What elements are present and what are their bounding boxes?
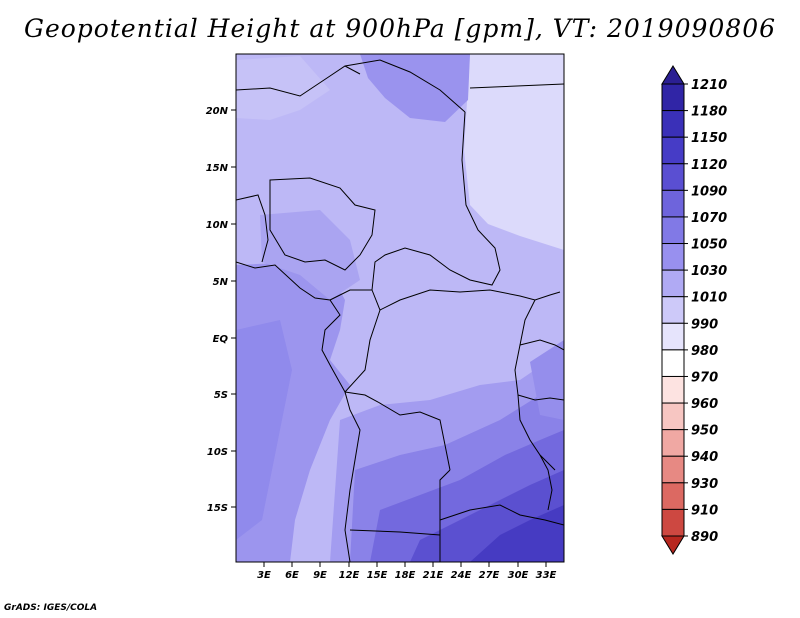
lon-label-9e: 9E — [313, 570, 327, 581]
lat-label-15n: 15N — [206, 163, 229, 174]
colorbar-label: 1030 — [691, 264, 727, 279]
colorbar-segment — [661, 110, 685, 138]
colorbar-segment — [661, 322, 685, 351]
colorbar-segment — [661, 429, 685, 457]
colorbar-ticks — [684, 83, 688, 537]
border-nigeria — [269, 177, 376, 271]
lon-label-15e: 15E — [367, 570, 388, 581]
border-malawi — [539, 454, 553, 511]
colorbar-label: 1210 — [691, 78, 727, 93]
height-field — [236, 54, 564, 562]
colorbar-segment — [661, 216, 685, 245]
colorbar-top-arrow — [661, 65, 685, 85]
coastline-west — [236, 261, 361, 562]
lat-label-10s: 10S — [207, 447, 228, 458]
field-1050-nigeria — [260, 210, 360, 300]
colorbar-label: 940 — [691, 450, 718, 465]
colorbar-label: 1070 — [691, 211, 727, 226]
colorbar-bottom-arrow — [661, 535, 685, 555]
lon-label-12e: 12E — [339, 570, 360, 581]
colorbar-segment — [661, 163, 685, 191]
border-zambia-zimbabwe — [439, 504, 564, 526]
border-sahara-west — [236, 65, 361, 97]
lat-label-5n: 5N — [213, 277, 229, 288]
field-light-northwest — [236, 56, 330, 120]
border-congo — [344, 309, 381, 393]
border-uganda — [519, 339, 564, 351]
colorbar-segment — [661, 455, 685, 484]
border-car-drc — [371, 289, 561, 311]
colorbar-segment — [661, 482, 685, 510]
lat-axis: 20N 15N 10N 5N EQ 5S 10S 15S — [206, 106, 236, 514]
lon-label-27e: 27E — [479, 570, 500, 581]
colorbar-segments — [661, 83, 685, 537]
lon-label-30e: 30E — [508, 570, 529, 581]
border-egypt-sudan — [469, 83, 564, 89]
colorbar-label: 970 — [691, 370, 718, 385]
border-angola-zambia — [439, 469, 451, 562]
colorbar-label: 1120 — [691, 158, 727, 173]
colorbar-label: 960 — [691, 397, 718, 412]
colorbar-label: 890 — [691, 530, 718, 545]
field-1010-northeast — [464, 54, 564, 250]
lat-label-eq: EQ — [213, 334, 229, 345]
colorbar-label: 1050 — [691, 238, 727, 253]
border-west-africa — [236, 194, 269, 263]
colorbar-label: 930 — [691, 477, 718, 492]
border-namibia — [349, 529, 441, 536]
colorbar-segment — [661, 243, 685, 271]
lon-label-3e: 3E — [257, 570, 271, 581]
colorbar-segment — [661, 296, 685, 324]
colorbar-segment — [661, 269, 685, 298]
colorbar-label: 1090 — [691, 184, 727, 199]
border-niger-chad — [344, 59, 466, 113]
lon-label-6e: 6E — [285, 570, 299, 581]
lon-label-24e: 24E — [451, 570, 472, 581]
colorbar-label: 1150 — [691, 131, 727, 146]
lat-label-10n: 10N — [206, 220, 229, 231]
field-1070-atlantic — [236, 320, 292, 540]
colorbar-label: 1010 — [691, 291, 727, 306]
lat-label-15s: 15S — [207, 503, 228, 514]
border-chad-car — [371, 111, 501, 291]
grads-credit: GrADS: IGES/COLA — [4, 603, 98, 613]
colorbar-segment — [661, 349, 685, 377]
colorbar-label: 950 — [691, 424, 718, 439]
colorbar-label: 980 — [691, 344, 718, 359]
colorbar-segment — [661, 136, 685, 165]
border-tanzania — [517, 394, 564, 401]
field-1050-north — [360, 54, 470, 122]
map-title: Geopotential Height at 900hPa [gpm], VT:… — [23, 14, 777, 43]
lat-label-5s: 5S — [214, 390, 228, 401]
colorbar-segment — [661, 375, 685, 404]
lon-label-21e: 21E — [423, 570, 444, 581]
colorbar-label: 990 — [691, 317, 718, 332]
colorbar-segment — [661, 189, 685, 218]
map-frame — [235, 53, 565, 563]
colorbar: 1210 1180 1150 1120 1090 1070 1050 1030 1010 990 9… — [661, 65, 727, 555]
colorbar-label: 1180 — [691, 105, 727, 120]
lon-label-33e: 33E — [536, 570, 557, 581]
lat-label-20n: 20N — [206, 106, 229, 117]
colorbar-segment — [661, 83, 685, 112]
colorbar-segment — [661, 402, 685, 431]
colorbar-segment — [661, 508, 685, 537]
colorbar-labels: 1210 1180 1150 1120 1090 1070 1050 1030 1010 990 9… — [691, 78, 727, 545]
border-angola-drc — [344, 391, 451, 471]
lon-label-18e: 18E — [395, 570, 416, 581]
colorbar-label: 910 — [691, 503, 718, 518]
country-borders — [236, 59, 564, 562]
border-cameroon — [329, 289, 372, 301]
lon-axis: 3E 6E 9E 12E 15E 18E 21E 24E 27E 30E 33E — [257, 562, 557, 581]
